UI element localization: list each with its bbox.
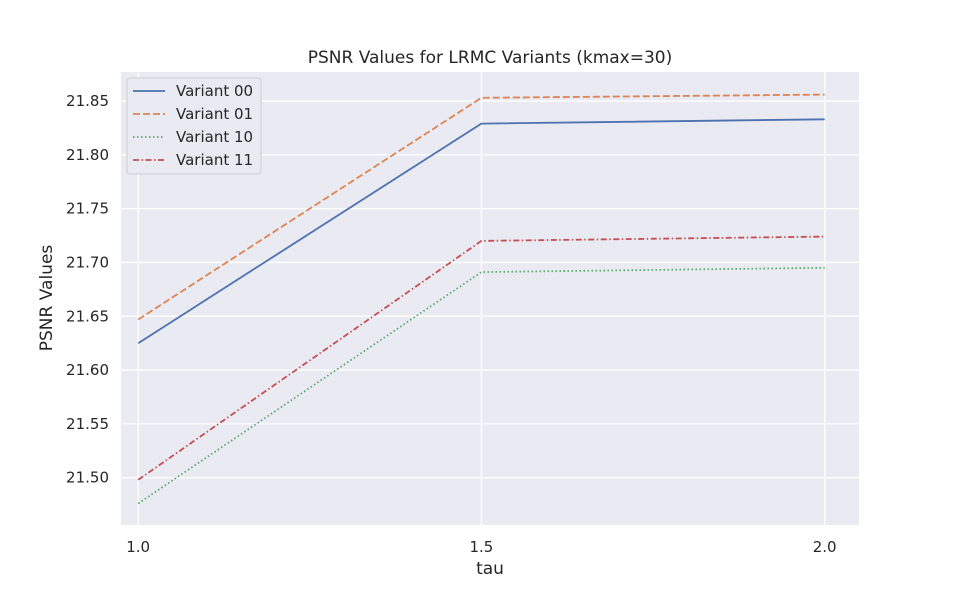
x-axis-label: tau	[476, 559, 504, 579]
legend-label: Variant 00	[176, 82, 253, 100]
legend: Variant 00 Variant 01 Variant 10 Variant 11	[127, 78, 261, 174]
y-tick-label: 21.60	[66, 361, 109, 379]
x-tick-label: 2.0	[813, 538, 837, 556]
y-tick-label: 21.70	[66, 253, 109, 271]
legend-label: Variant 10	[176, 128, 253, 146]
y-tick-label: 21.65	[66, 307, 109, 325]
y-tick-label: 21.50	[66, 469, 109, 487]
chart-title: PSNR Values for LRMC Variants (kmax=30)	[308, 48, 673, 68]
y-tick-label: 21.55	[66, 415, 109, 433]
y-tick-label: 21.80	[66, 146, 109, 164]
y-tick-label: 21.85	[66, 92, 109, 110]
y-axis-label: PSNR Values	[37, 245, 57, 352]
x-tick-label: 1.0	[126, 538, 150, 556]
legend-label: Variant 01	[176, 105, 253, 123]
y-tick-label: 21.75	[66, 200, 109, 218]
legend-label: Variant 11	[176, 151, 253, 169]
x-tick-label: 1.5	[469, 538, 493, 556]
